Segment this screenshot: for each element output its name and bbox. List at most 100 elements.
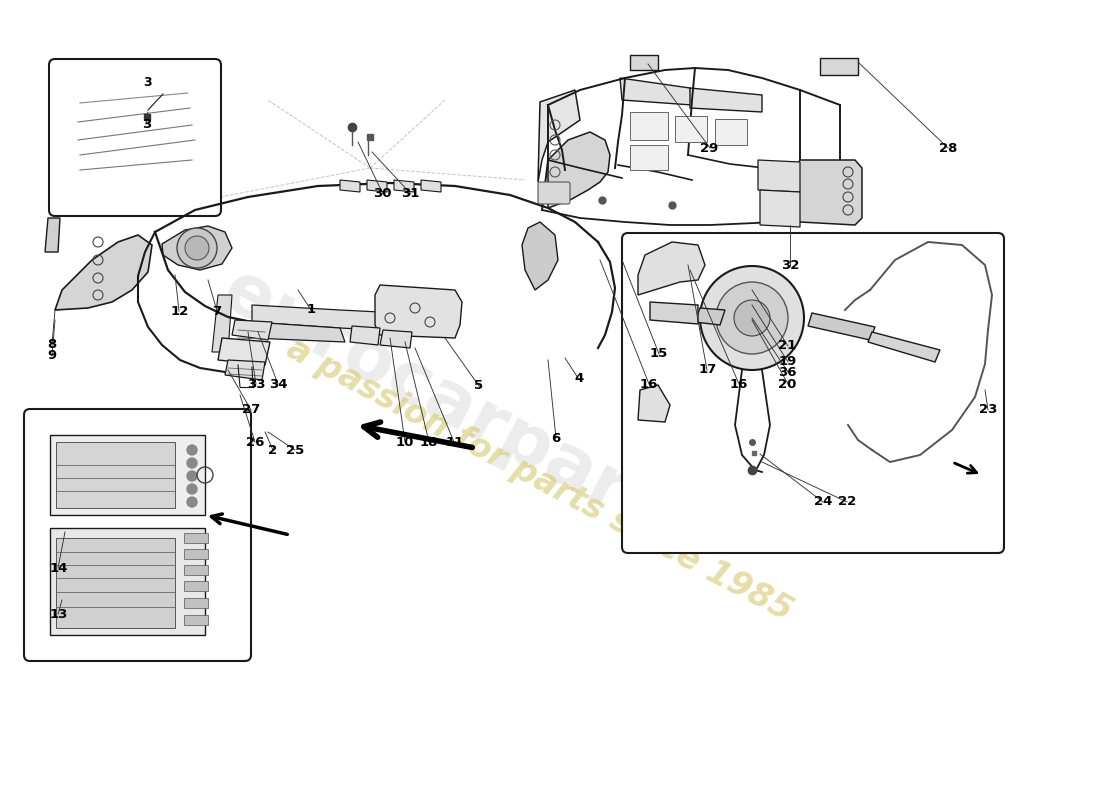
Polygon shape	[522, 222, 558, 290]
Polygon shape	[375, 285, 462, 338]
Polygon shape	[538, 90, 580, 182]
Polygon shape	[252, 305, 380, 330]
Polygon shape	[760, 190, 800, 227]
Text: 4: 4	[574, 372, 583, 385]
Text: 3: 3	[144, 75, 152, 89]
Text: 9: 9	[47, 350, 56, 362]
Text: 5: 5	[474, 379, 483, 392]
FancyBboxPatch shape	[538, 182, 570, 204]
Polygon shape	[692, 270, 825, 385]
Text: 19: 19	[779, 355, 796, 368]
Text: 11: 11	[446, 436, 463, 449]
Text: 25: 25	[286, 444, 304, 457]
Text: 8: 8	[47, 338, 56, 350]
Polygon shape	[379, 330, 412, 348]
Polygon shape	[232, 320, 272, 340]
Polygon shape	[638, 385, 670, 422]
Polygon shape	[184, 533, 208, 543]
FancyBboxPatch shape	[50, 59, 221, 216]
Polygon shape	[184, 549, 208, 559]
Polygon shape	[820, 58, 858, 75]
Polygon shape	[795, 160, 862, 225]
Polygon shape	[56, 442, 175, 508]
Text: 34: 34	[270, 378, 287, 390]
Polygon shape	[350, 326, 380, 345]
Polygon shape	[226, 360, 265, 380]
Polygon shape	[184, 565, 208, 575]
Circle shape	[177, 228, 217, 268]
Polygon shape	[650, 302, 699, 324]
Text: 6: 6	[551, 432, 560, 445]
Text: a passion for parts since 1985: a passion for parts since 1985	[282, 332, 799, 628]
FancyBboxPatch shape	[621, 233, 1004, 553]
Text: 15: 15	[650, 347, 668, 360]
Polygon shape	[367, 180, 387, 192]
Text: 2: 2	[268, 444, 277, 457]
Text: 20: 20	[779, 378, 796, 390]
Polygon shape	[715, 119, 747, 145]
Text: 26: 26	[246, 436, 264, 449]
Text: 1: 1	[307, 303, 316, 316]
Circle shape	[716, 282, 788, 354]
Text: 13: 13	[50, 608, 67, 621]
Text: 16: 16	[730, 378, 748, 390]
Polygon shape	[55, 235, 152, 310]
Polygon shape	[184, 598, 208, 608]
Text: 27: 27	[242, 403, 260, 416]
Polygon shape	[50, 528, 205, 635]
Polygon shape	[162, 226, 232, 270]
Polygon shape	[394, 180, 414, 192]
Polygon shape	[695, 308, 725, 325]
Polygon shape	[184, 615, 208, 625]
FancyBboxPatch shape	[24, 409, 251, 661]
Polygon shape	[630, 145, 668, 170]
Circle shape	[187, 445, 197, 455]
Text: 17: 17	[698, 363, 716, 376]
Polygon shape	[548, 132, 610, 208]
Polygon shape	[868, 332, 940, 362]
Polygon shape	[758, 160, 800, 192]
Text: 30: 30	[374, 187, 392, 200]
Polygon shape	[421, 180, 441, 192]
Text: 23: 23	[979, 403, 997, 416]
Circle shape	[734, 300, 770, 336]
Polygon shape	[184, 581, 208, 591]
Circle shape	[187, 471, 197, 481]
Text: 7: 7	[212, 305, 221, 318]
Polygon shape	[690, 88, 762, 112]
Circle shape	[187, 497, 197, 507]
Polygon shape	[630, 55, 658, 70]
Polygon shape	[340, 180, 360, 192]
Text: 21: 21	[779, 339, 796, 352]
Polygon shape	[638, 242, 705, 295]
Text: 18: 18	[420, 436, 438, 449]
Text: 29: 29	[701, 142, 718, 154]
Text: 16: 16	[640, 378, 658, 390]
Text: 14: 14	[50, 562, 67, 574]
Polygon shape	[45, 218, 60, 252]
Text: 32: 32	[781, 259, 799, 272]
Text: 3: 3	[142, 118, 151, 130]
Text: 12: 12	[170, 305, 188, 318]
Text: 31: 31	[402, 187, 419, 200]
Polygon shape	[630, 112, 668, 140]
Circle shape	[185, 236, 209, 260]
Text: 36: 36	[779, 366, 796, 378]
Circle shape	[187, 484, 197, 494]
Polygon shape	[675, 116, 707, 142]
Text: 33: 33	[248, 378, 265, 390]
Polygon shape	[252, 322, 345, 342]
Polygon shape	[620, 78, 692, 105]
Text: 22: 22	[838, 495, 856, 508]
Circle shape	[187, 458, 197, 468]
Text: 10: 10	[396, 436, 414, 449]
Polygon shape	[218, 338, 270, 365]
Polygon shape	[68, 80, 210, 195]
Circle shape	[700, 266, 804, 370]
Text: 24: 24	[814, 495, 832, 508]
Text: eurocarparts: eurocarparts	[211, 256, 708, 564]
Text: 28: 28	[939, 142, 957, 154]
Text: eurocarparts: eurocarparts	[638, 237, 1002, 463]
Polygon shape	[212, 295, 232, 352]
Polygon shape	[50, 435, 205, 515]
